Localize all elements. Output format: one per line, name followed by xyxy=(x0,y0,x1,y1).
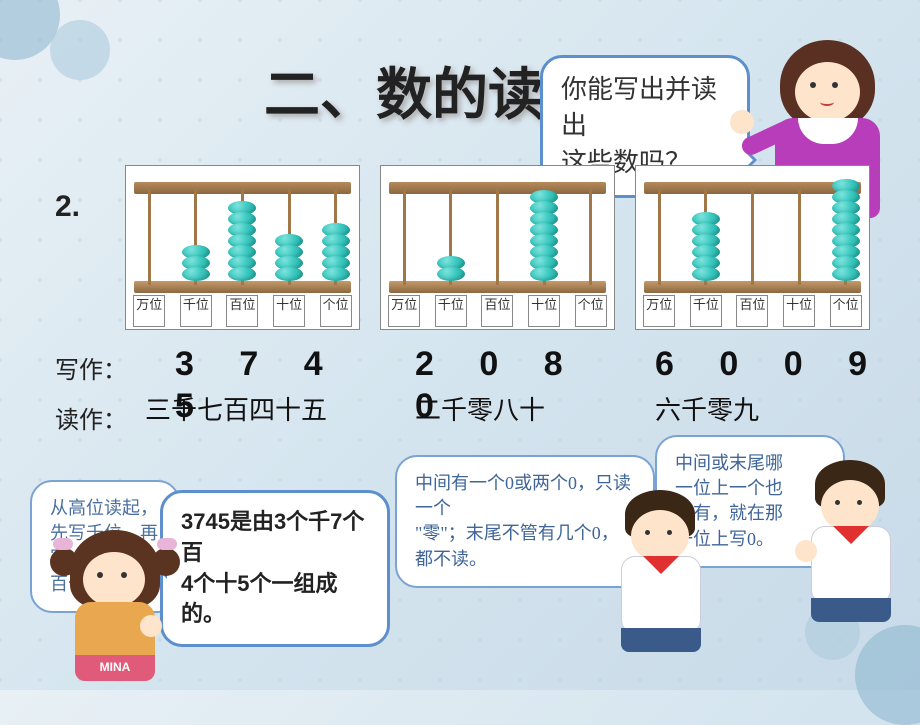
place-label: 千位 xyxy=(435,295,467,327)
place-label: 百位 xyxy=(736,295,768,327)
answer-read: 二千零八十 xyxy=(415,390,655,427)
boy-character-1 xyxy=(595,490,725,670)
abacus-column: 十位 xyxy=(521,166,568,329)
answer-column-2: 6 0 0 9 六千零九 xyxy=(655,345,895,427)
abacus-1: 万位千位百位十位个位 xyxy=(380,165,615,330)
abacus-column: 万位 xyxy=(636,166,683,329)
abacus-column: 百位 xyxy=(474,166,521,329)
abacus-column: 个位 xyxy=(567,166,614,329)
girl-speech-bubble: 3745是由3个千7个百 4个十5个一组成的。 xyxy=(160,490,390,647)
abacus-bead xyxy=(322,267,350,281)
abacus-column: 万位 xyxy=(126,166,173,329)
abacus-bead xyxy=(275,267,303,281)
place-label: 百位 xyxy=(481,295,513,327)
abacus-bead xyxy=(437,267,465,281)
abacus-column: 千位 xyxy=(173,166,220,329)
place-label: 个位 xyxy=(830,295,862,327)
abacus-bead xyxy=(530,267,558,281)
question-number: 2. xyxy=(55,190,80,224)
abacus-bead xyxy=(692,267,720,281)
abacus-bead xyxy=(228,267,256,281)
abacus-bead xyxy=(182,267,210,281)
place-label: 百位 xyxy=(226,295,258,327)
abacus-column: 百位 xyxy=(219,166,266,329)
abacus-column: 百位 xyxy=(729,166,776,329)
abacus-column: 个位 xyxy=(312,166,359,329)
answer-write: 6 0 0 9 xyxy=(655,345,895,384)
abacus-row: 万位千位百位十位个位万位千位百位十位个位万位千位百位十位个位 xyxy=(125,165,870,330)
place-label: 万位 xyxy=(388,295,420,327)
girl-shirt-text: MINA xyxy=(75,655,155,681)
answer-read: 六千零九 xyxy=(655,390,895,427)
abacus-column: 十位 xyxy=(776,166,823,329)
place-label: 万位 xyxy=(133,295,165,327)
place-label: 十位 xyxy=(528,295,560,327)
abacus-column: 千位 xyxy=(683,166,730,329)
read-label: 读作： xyxy=(55,400,127,435)
place-label: 十位 xyxy=(273,295,305,327)
abacus-2: 万位千位百位十位个位 xyxy=(635,165,870,330)
girl-speech-text: 3745是由3个千7个百 4个十5个一组成的。 xyxy=(181,509,364,626)
place-label: 千位 xyxy=(180,295,212,327)
abacus-bead xyxy=(832,267,860,281)
answer-overflow-digit: 0 xyxy=(415,387,434,426)
abacus-column: 十位 xyxy=(266,166,313,329)
teacher-speech-text: 你能写出并读出 这些数吗？ xyxy=(561,75,717,177)
write-read-labels: 写作： 读作： xyxy=(55,350,127,435)
answer-write: 2 0 8 xyxy=(415,345,655,384)
answer-column-0: 3 7 4三千七百四十五5 xyxy=(175,345,415,427)
place-label: 个位 xyxy=(575,295,607,327)
place-label: 个位 xyxy=(320,295,352,327)
answers-row: 3 7 4三千七百四十五52 0 8 二千零八十0 6 0 0 9 六千零九 xyxy=(175,345,895,427)
answer-overflow-digit: 5 xyxy=(175,387,194,426)
abacus-column: 万位 xyxy=(381,166,428,329)
girl-character: MINA xyxy=(45,530,185,690)
place-label: 十位 xyxy=(783,295,815,327)
abacus-column: 个位 xyxy=(822,166,869,329)
place-label: 万位 xyxy=(643,295,675,327)
abacus-column: 千位 xyxy=(428,166,475,329)
abacus-0: 万位千位百位十位个位 xyxy=(125,165,360,330)
answer-write: 3 7 4 xyxy=(175,345,415,384)
boy-character-2 xyxy=(785,460,915,640)
answer-column-1: 2 0 8 二千零八十0 xyxy=(415,345,655,427)
place-label: 千位 xyxy=(690,295,722,327)
write-label: 写作： xyxy=(55,350,127,400)
